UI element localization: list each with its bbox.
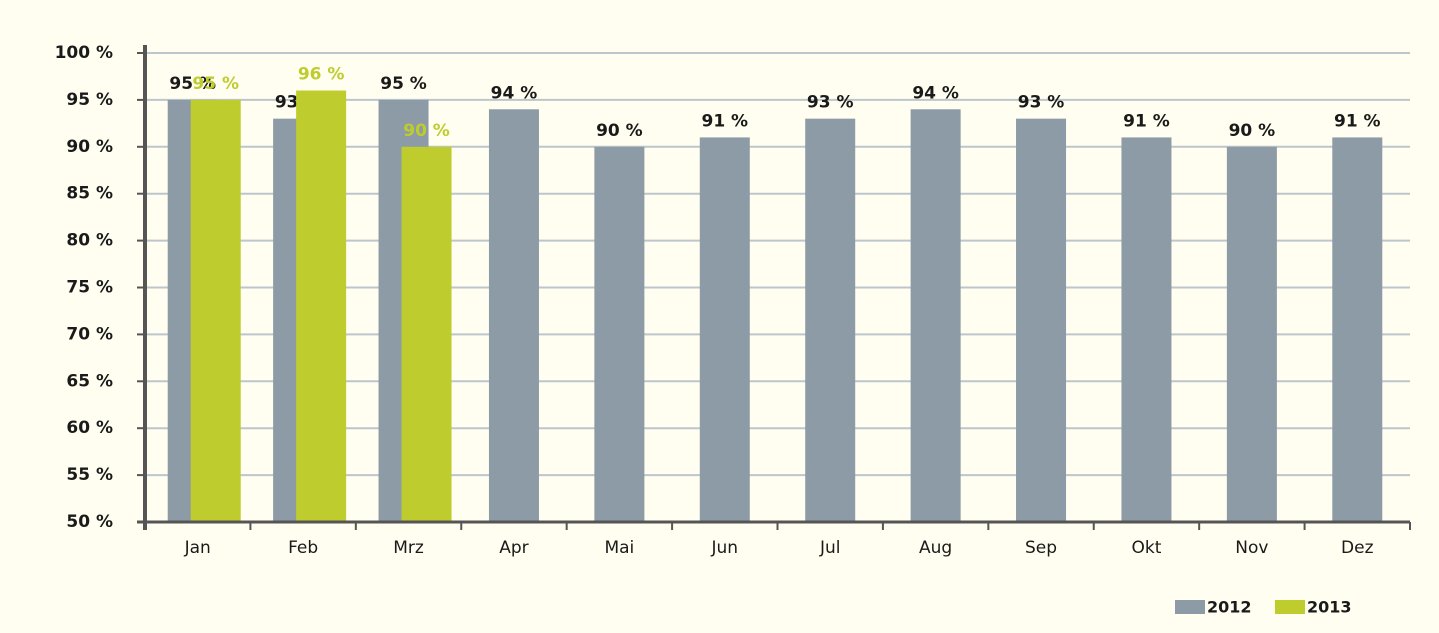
x-tick-label: Jul bbox=[819, 538, 841, 558]
x-tick-label: Dez bbox=[1341, 538, 1374, 558]
y-tick-label: 75 % bbox=[66, 278, 113, 298]
bar bbox=[1332, 137, 1383, 523]
x-tick-label: Nov bbox=[1235, 538, 1268, 558]
value-label: 93 % bbox=[1018, 93, 1065, 113]
y-tick-label: 70 % bbox=[66, 324, 113, 344]
y-tick-label: 60 % bbox=[66, 418, 113, 438]
bar bbox=[296, 90, 347, 523]
x-tick-label: Okt bbox=[1132, 538, 1162, 558]
x-tick-label: Mai bbox=[604, 538, 634, 558]
bar bbox=[910, 109, 961, 522]
bar bbox=[805, 118, 856, 522]
legend-label: 2012 bbox=[1207, 598, 1252, 617]
value-label: 90 % bbox=[403, 121, 450, 141]
x-tick-label: Mrz bbox=[393, 538, 424, 558]
x-tick-label: Apr bbox=[499, 538, 528, 558]
value-label: 95 % bbox=[192, 74, 239, 94]
y-tick-label: 80 % bbox=[66, 231, 113, 251]
x-tick-label: Sep bbox=[1025, 538, 1057, 558]
x-tick-label: Aug bbox=[919, 538, 952, 558]
x-tick-label: Jan bbox=[184, 538, 211, 558]
value-label: 95 % bbox=[169, 74, 216, 94]
y-tick-label: 90 % bbox=[66, 137, 113, 157]
value-label: 96 % bbox=[298, 65, 345, 85]
bar bbox=[190, 99, 241, 523]
value-label: 91 % bbox=[1123, 111, 1170, 131]
value-label: 90 % bbox=[1229, 121, 1276, 141]
value-label: 95 % bbox=[380, 74, 427, 94]
value-label: 94 % bbox=[912, 83, 959, 103]
x-tick-label: Jun bbox=[711, 538, 739, 558]
legend-swatch bbox=[1175, 600, 1205, 614]
y-tick-label: 55 % bbox=[66, 465, 113, 485]
y-tick-label: 100 % bbox=[55, 43, 113, 63]
bar bbox=[1016, 118, 1067, 522]
bar bbox=[594, 146, 645, 523]
bar bbox=[1121, 137, 1172, 523]
y-tick-label: 95 % bbox=[66, 90, 113, 110]
bar bbox=[488, 109, 539, 522]
legend-label: 2013 bbox=[1307, 598, 1352, 617]
value-label: 94 % bbox=[491, 83, 538, 103]
bar bbox=[699, 137, 750, 523]
bar bbox=[401, 146, 452, 523]
y-tick-label: 50 % bbox=[66, 512, 113, 532]
y-tick-label: 65 % bbox=[66, 371, 113, 391]
bar bbox=[1226, 146, 1277, 523]
value-label: 91 % bbox=[701, 111, 748, 131]
value-label: 90 % bbox=[596, 121, 643, 141]
y-tick-label: 85 % bbox=[66, 184, 113, 204]
value-label: 93 % bbox=[807, 93, 854, 113]
x-tick-label: Feb bbox=[288, 538, 318, 558]
legend-swatch bbox=[1275, 600, 1305, 614]
value-label: 91 % bbox=[1334, 111, 1381, 131]
